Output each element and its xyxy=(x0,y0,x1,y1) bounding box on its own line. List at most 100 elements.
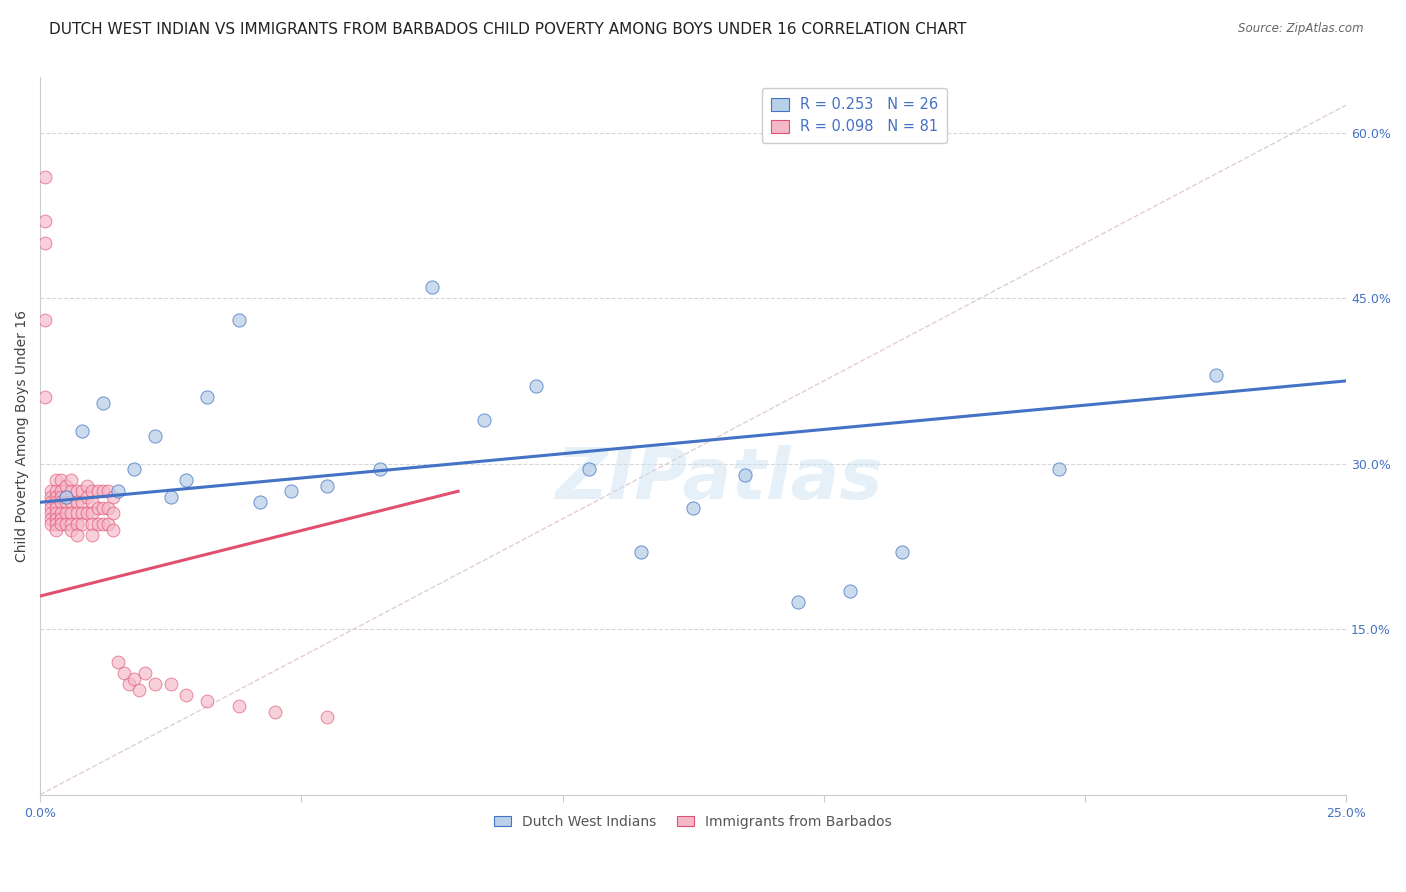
Point xyxy=(103,490,125,504)
Point xyxy=(60,517,83,532)
Point xyxy=(55,490,77,504)
Point xyxy=(112,666,135,681)
Point xyxy=(1205,368,1227,383)
Point xyxy=(45,523,67,537)
Point xyxy=(70,517,93,532)
Point xyxy=(107,655,129,669)
Point xyxy=(264,705,287,719)
Point xyxy=(128,682,150,697)
Point xyxy=(103,523,125,537)
Point xyxy=(45,506,67,520)
Point xyxy=(55,479,77,493)
Point xyxy=(97,517,120,532)
Point xyxy=(60,495,83,509)
Point xyxy=(39,506,62,520)
Point xyxy=(55,490,77,504)
Point xyxy=(91,484,114,499)
Point xyxy=(49,506,72,520)
Point xyxy=(45,484,67,499)
Point xyxy=(682,500,704,515)
Text: ZIPatlas: ZIPatlas xyxy=(555,444,883,514)
Point xyxy=(176,473,198,487)
Point xyxy=(107,484,129,499)
Point xyxy=(368,462,391,476)
Point xyxy=(420,280,443,294)
Point xyxy=(34,391,56,405)
Point xyxy=(86,484,108,499)
Point xyxy=(60,523,83,537)
Point xyxy=(195,694,218,708)
Point xyxy=(228,313,250,327)
Point xyxy=(55,506,77,520)
Point xyxy=(70,484,93,499)
Point xyxy=(159,490,181,504)
Y-axis label: Child Poverty Among Boys Under 16: Child Poverty Among Boys Under 16 xyxy=(15,310,30,562)
Point xyxy=(55,495,77,509)
Point xyxy=(91,517,114,532)
Point xyxy=(82,495,104,509)
Point xyxy=(76,506,98,520)
Point xyxy=(630,545,652,559)
Point xyxy=(49,490,72,504)
Point xyxy=(66,506,89,520)
Point xyxy=(39,484,62,499)
Point xyxy=(76,479,98,493)
Point xyxy=(82,528,104,542)
Point xyxy=(45,517,67,532)
Point xyxy=(134,666,156,681)
Point xyxy=(45,495,67,509)
Point xyxy=(82,484,104,499)
Point xyxy=(34,235,56,250)
Point xyxy=(49,484,72,499)
Point xyxy=(34,313,56,327)
Point xyxy=(66,517,89,532)
Point xyxy=(176,689,198,703)
Point xyxy=(195,391,218,405)
Point xyxy=(734,467,756,482)
Point xyxy=(45,512,67,526)
Point xyxy=(82,506,104,520)
Point xyxy=(316,479,339,493)
Point xyxy=(122,462,145,476)
Point xyxy=(122,672,145,686)
Point xyxy=(66,528,89,542)
Point xyxy=(60,484,83,499)
Point xyxy=(70,495,93,509)
Point xyxy=(45,490,67,504)
Point xyxy=(472,412,495,426)
Point xyxy=(526,379,548,393)
Point xyxy=(66,495,89,509)
Point xyxy=(838,583,860,598)
Point xyxy=(228,699,250,714)
Point xyxy=(60,506,83,520)
Point xyxy=(786,594,808,608)
Text: Source: ZipAtlas.com: Source: ZipAtlas.com xyxy=(1239,22,1364,36)
Point xyxy=(60,473,83,487)
Point xyxy=(103,506,125,520)
Point xyxy=(143,677,166,691)
Point xyxy=(118,677,141,691)
Point xyxy=(49,512,72,526)
Legend: Dutch West Indians, Immigrants from Barbados: Dutch West Indians, Immigrants from Barb… xyxy=(489,809,897,834)
Point xyxy=(39,500,62,515)
Point xyxy=(66,484,89,499)
Point xyxy=(55,517,77,532)
Point xyxy=(45,500,67,515)
Point xyxy=(49,495,72,509)
Point xyxy=(70,506,93,520)
Point xyxy=(578,462,600,476)
Text: DUTCH WEST INDIAN VS IMMIGRANTS FROM BARBADOS CHILD POVERTY AMONG BOYS UNDER 16 : DUTCH WEST INDIAN VS IMMIGRANTS FROM BAR… xyxy=(49,22,967,37)
Point xyxy=(39,490,62,504)
Point xyxy=(49,517,72,532)
Point xyxy=(82,517,104,532)
Point xyxy=(316,710,339,724)
Point xyxy=(159,677,181,691)
Point xyxy=(249,495,271,509)
Point xyxy=(97,484,120,499)
Point xyxy=(39,512,62,526)
Point xyxy=(91,500,114,515)
Point xyxy=(280,484,302,499)
Point xyxy=(97,500,120,515)
Point xyxy=(86,500,108,515)
Point xyxy=(1047,462,1070,476)
